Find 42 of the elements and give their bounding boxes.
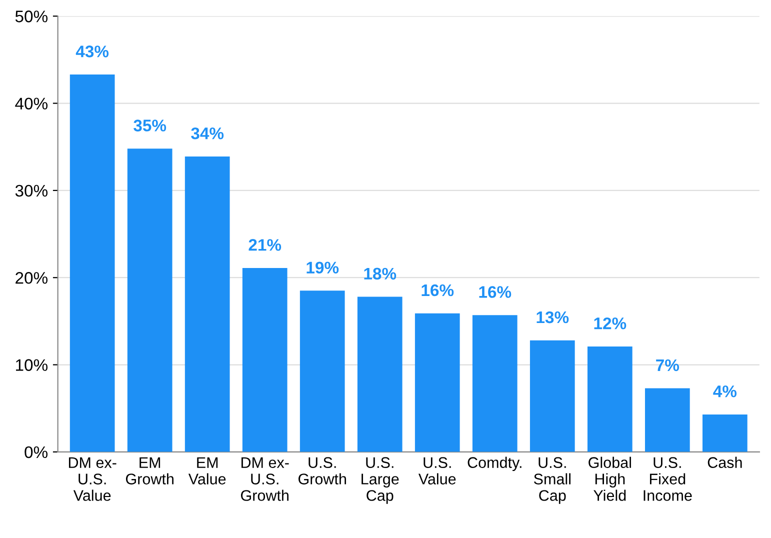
data-label: 16%	[479, 286, 512, 298]
data-label: 12%	[594, 317, 626, 330]
data-label: 13%	[536, 311, 569, 324]
data-label: 21%	[248, 239, 282, 251]
x-tick-label: U.S. Fixed Income	[644, 457, 692, 501]
y-tick-label: 30%	[15, 184, 48, 197]
y-tick-label: 50%	[15, 10, 48, 22]
bar	[184, 156, 230, 452]
bar	[242, 268, 288, 452]
x-tick-label: Cash	[708, 456, 742, 468]
x-tick-label: EM Growth	[126, 457, 174, 484]
bar	[644, 388, 690, 452]
x-tick-label: Global High Yield	[588, 456, 631, 501]
data-label: 16%	[422, 284, 454, 296]
x-tick-label: DM ex- U.S. Value	[68, 457, 116, 501]
x-tick-label: U.S. Large Cap	[362, 457, 399, 504]
x-tick-label: Comdty.	[468, 456, 522, 472]
x-tick-label: U.S. Growth	[298, 457, 346, 484]
x-tick-label: U.S. Value	[418, 457, 456, 484]
data-label: 4%	[713, 386, 737, 398]
y-tick-label: 0%	[24, 446, 48, 458]
bar	[300, 290, 345, 452]
bar	[702, 414, 748, 452]
y-tick-label: 20%	[16, 272, 48, 284]
x-tick-label: U.S. Small Cap	[534, 457, 570, 504]
x-tick-label: EM Value	[188, 457, 226, 484]
y-tick-label: 40%	[15, 98, 48, 110]
bar	[472, 315, 518, 452]
data-label: 7%	[656, 359, 680, 372]
data-label: 43%	[76, 46, 109, 58]
bar	[530, 340, 575, 452]
x-tick-label: DM ex- U.S. Growth	[241, 457, 289, 501]
bar	[127, 148, 172, 452]
bar	[587, 346, 632, 452]
bar	[357, 296, 402, 452]
bar	[414, 313, 460, 452]
bar	[70, 74, 115, 452]
data-label: 35%	[134, 120, 166, 132]
data-label: 18%	[364, 268, 396, 280]
data-label: 19%	[306, 262, 339, 274]
y-tick-label: 10%	[16, 359, 48, 371]
data-label: 34%	[191, 127, 224, 140]
